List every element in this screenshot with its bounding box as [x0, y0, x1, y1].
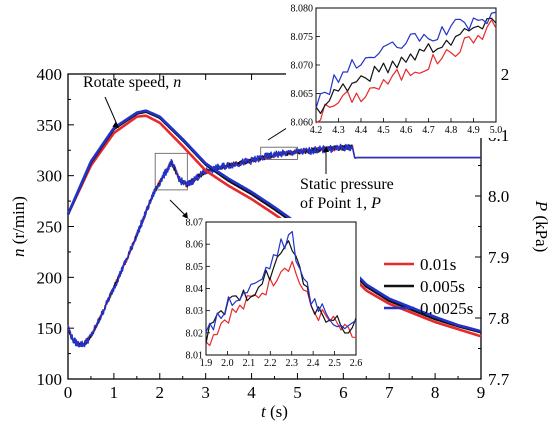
x-axis-label: t (s) [261, 402, 288, 421]
inset-y-tick-label: 8.075 [291, 32, 314, 43]
y-left-tick-label: 250 [37, 218, 63, 237]
annotation-speed-arrow [104, 96, 119, 129]
zoom-box-top [260, 146, 298, 160]
inset-x-tick-label: 4.8 [445, 125, 458, 136]
connector-bottom [169, 199, 187, 217]
y-left-tick-label: 200 [37, 268, 63, 287]
x-tick-label: 4 [247, 383, 256, 402]
inset-y-tick-label: 8.06 [186, 240, 204, 251]
legend-label-0.01s: 0.01s [420, 255, 456, 274]
y-right-axis-var: P [532, 200, 550, 211]
inset-x-tick-label: 2.4 [307, 358, 320, 369]
inset-y-tick-label: 8.080 [291, 4, 314, 15]
inset-x-tick-label: 2.6 [350, 358, 363, 369]
inset-x-tick-label: 4.3 [332, 125, 345, 136]
annotation-rotate-speed: Rotate speed, n [83, 74, 181, 91]
inset-line-0.01s [315, 19, 497, 124]
inset-x-tick-label: 2.0 [221, 358, 234, 369]
y-right-tick-label: 7.7 [488, 370, 510, 389]
inset-line-0.0025s [205, 230, 357, 333]
x-tick-label: 1 [110, 383, 119, 402]
inset-y-tick-label: 8.065 [291, 89, 314, 100]
y-right-tick-label: 7.9 [488, 248, 509, 267]
inset-line-0.0025s [315, 11, 497, 109]
inset-backdrop [176, 218, 360, 371]
annotation-speed-text: Rotate speed, [83, 74, 173, 91]
y-right-tick-label: 8.0 [488, 187, 509, 206]
inset-x-tick-label: 4.9 [467, 125, 480, 136]
x-tick-label: 9 [477, 383, 486, 402]
speed-line-0.01s [66, 114, 482, 338]
y-left-axis-label: n (r/min) [9, 196, 28, 257]
inset-x-tick-label: 2.2 [264, 358, 277, 369]
inset-x-tick-label: 2.1 [243, 358, 256, 369]
inset-y-tick-label: 8.07 [186, 218, 204, 229]
inset-x-tick-label: 4.6 [400, 125, 413, 136]
annotation-pressure-line1: Static pressure [300, 176, 394, 193]
y-left-tick-label: 150 [37, 319, 63, 338]
inset-backdrop [286, 4, 500, 138]
connector-bottom-arrowhead [182, 212, 188, 219]
y-left-tick-label: 400 [37, 65, 63, 84]
inset-x-tick-label: 5.0 [490, 125, 503, 136]
pressure-line-0.0025s [67, 143, 482, 348]
annotation-pressure-var: P [370, 195, 381, 212]
inset-line-0.005s [205, 240, 357, 344]
x-tick-label: 5 [293, 383, 302, 402]
y-left-tick-label: 350 [37, 116, 63, 135]
x-tick-label: 2 [156, 383, 165, 402]
y-left-axis-unit: (r/min) [9, 196, 28, 248]
annotation-speed-arrowhead [112, 121, 119, 128]
x-tick-label: 6 [339, 383, 348, 402]
annotation-speed-var: n [173, 74, 181, 91]
inset-x-tick-label: 4.4 [355, 125, 368, 136]
inset-y-tick-label: 8.04 [186, 284, 204, 295]
inset-y-tick-label: 8.03 [186, 306, 204, 317]
legend-label-0.0025s: 0.0025s [420, 299, 473, 318]
inset-x-tick-label: 1.9 [200, 358, 213, 369]
main-series-lines [66, 109, 482, 348]
y-right-axis-unit: (kPa) [532, 211, 550, 252]
inset-x-tick-label: 2.5 [328, 358, 341, 369]
annotations: Rotate speed, n Static pressure of Point 1… [83, 74, 394, 219]
inset-x-tick-label: 4.2 [310, 125, 323, 136]
inset-line-0.01s [205, 260, 357, 347]
inset-y-tick-label: 8.070 [291, 61, 314, 72]
y-right-tick-label: 7.8 [488, 309, 509, 328]
x-tick-label: 3 [201, 383, 210, 402]
inset-x-tick-label: 4.7 [422, 125, 435, 136]
inset-bottom-chart: 1.9 2.0 2.1 2.2 2.3 2.4 2.5 2.6 8.01 8.02 8.03 8.04… [176, 218, 363, 371]
x-axis-var: t [261, 402, 267, 421]
zoom-box-markers [154, 146, 298, 191]
inset-top-chart: 4.2 4.3 4.4 4.5 4.6 4.7 4.8 4.9 5.0 8.060 8.065 8.0… [286, 4, 503, 138]
x-tick-label: 8 [431, 383, 440, 402]
x-axis-unit: (s) [266, 402, 288, 421]
inset-line-0.005s [315, 17, 497, 114]
inset-x-tick-label: 4.5 [377, 125, 390, 136]
y-left-tick-label: 300 [37, 167, 63, 186]
annotation-pressure-arrowhead [323, 146, 329, 152]
inset-y-tick-label: 8.01 [186, 351, 204, 362]
y-right-axis-label: P (kPa) [532, 200, 550, 252]
inset-y-tick-label: 8.05 [186, 262, 204, 273]
inset-y-tick-label: 8.02 [186, 328, 204, 339]
inset-x-tick-label: 2.3 [285, 358, 298, 369]
legend-label-0.005s: 0.005s [420, 277, 465, 296]
inset-y-tick-label: 8.060 [291, 118, 314, 129]
legend: 0.01s 0.005s 0.0025s [384, 255, 473, 318]
y-left-tick-label: 100 [37, 370, 63, 389]
x-tick-label: 7 [385, 383, 394, 402]
x-tick-label: 0 [64, 383, 73, 402]
annotation-pressure-line2: of Point 1, P [300, 195, 381, 212]
annotation-pressure-text: of Point 1, [300, 195, 371, 212]
y-left-axis-var: n [9, 248, 28, 257]
zoom-box-bottom [154, 152, 188, 191]
